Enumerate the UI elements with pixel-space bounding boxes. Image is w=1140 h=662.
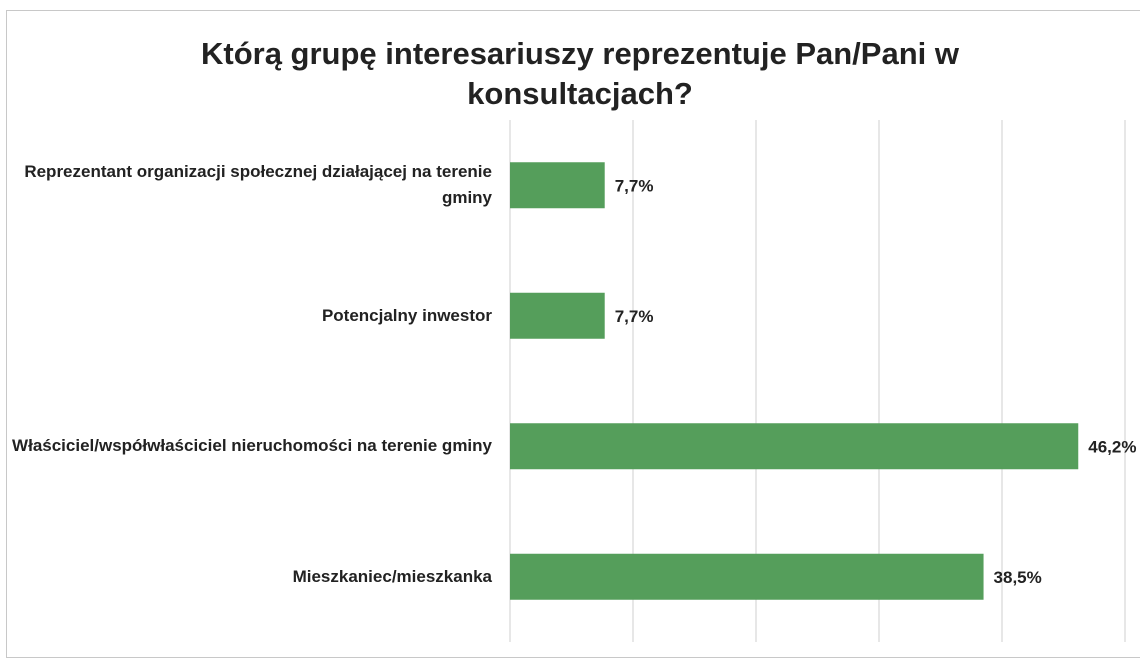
bar (510, 553, 984, 600)
bar (510, 162, 605, 209)
data-label: 7,7% (615, 307, 654, 326)
bar (510, 292, 605, 339)
data-label: 38,5% (994, 568, 1042, 587)
bar (510, 423, 1079, 470)
category-label: Mieszkaniec/mieszkanka (292, 566, 492, 586)
data-label: 46,2% (1088, 438, 1136, 457)
category-label: Potencjalny inwestor (321, 305, 492, 325)
category-label: Reprezentant organizacji społecznej dzia… (24, 162, 492, 208)
data-label: 7,7% (615, 177, 654, 196)
category-label: Właściciel/współwłaściciel nieruchomości… (12, 436, 492, 456)
frame (6, 10, 1140, 658)
chart-title: Którą grupę interesariuszy reprezentuje … (200, 36, 959, 111)
